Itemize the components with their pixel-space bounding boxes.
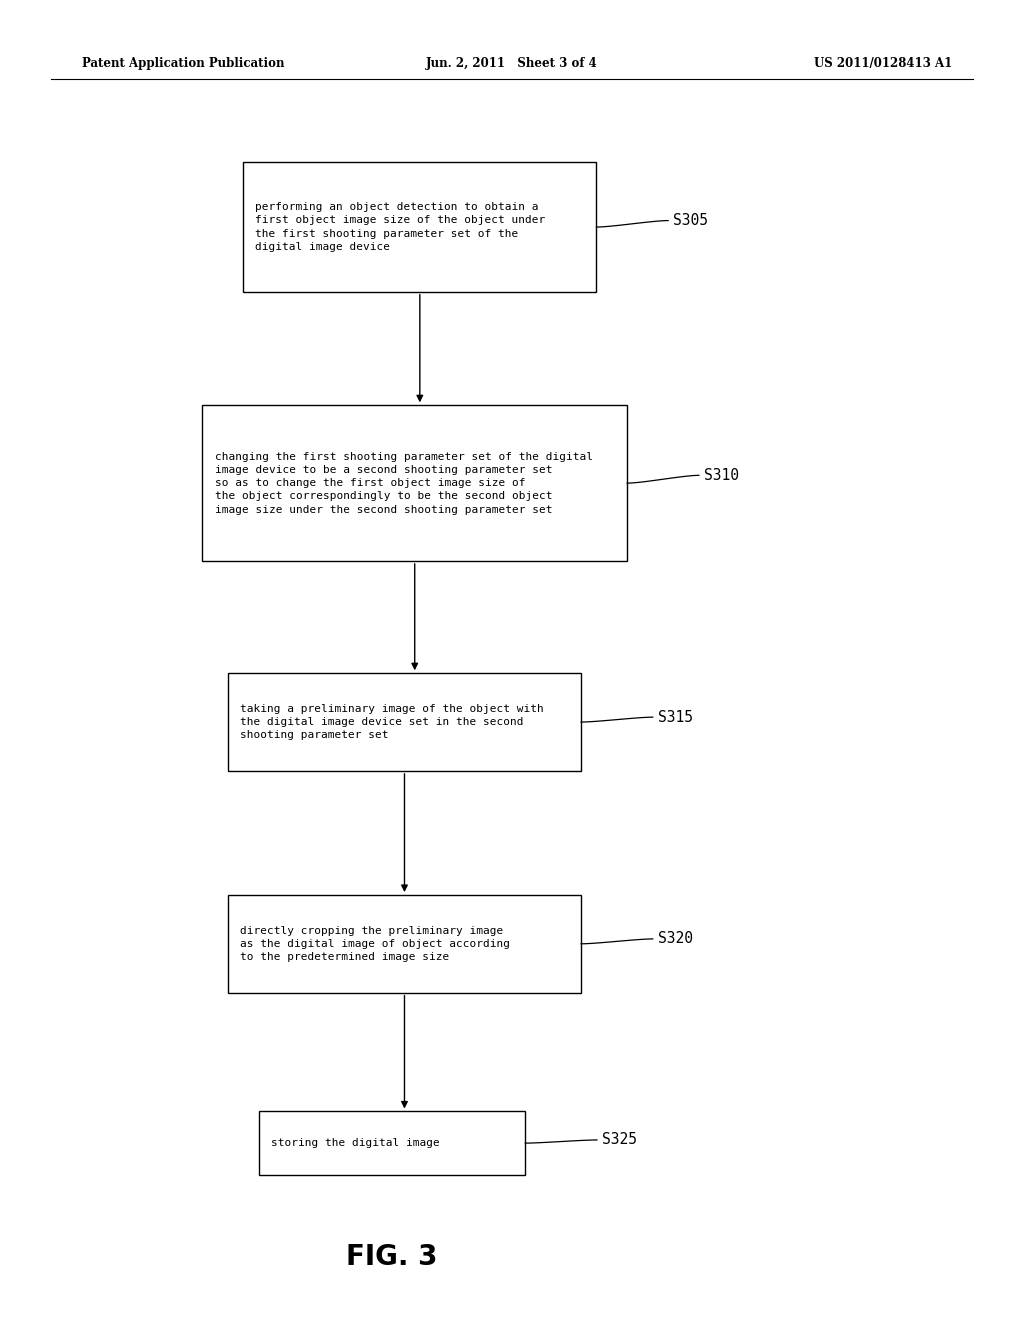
Text: US 2011/0128413 A1: US 2011/0128413 A1 xyxy=(814,57,952,70)
Text: taking a preliminary image of the object with
the digital image device set in th: taking a preliminary image of the object… xyxy=(241,704,544,741)
Text: S305: S305 xyxy=(674,213,709,228)
Text: FIG. 3: FIG. 3 xyxy=(346,1242,438,1271)
Text: S325: S325 xyxy=(602,1133,637,1147)
Text: changing the first shooting parameter set of the digital
image device to be a se: changing the first shooting parameter se… xyxy=(215,451,593,515)
Text: Jun. 2, 2011   Sheet 3 of 4: Jun. 2, 2011 Sheet 3 of 4 xyxy=(426,57,598,70)
FancyBboxPatch shape xyxy=(244,162,596,292)
Text: performing an object detection to obtain a
first object image size of the object: performing an object detection to obtain… xyxy=(256,202,546,252)
FancyBboxPatch shape xyxy=(228,673,582,771)
FancyBboxPatch shape xyxy=(203,405,627,561)
Text: directly cropping the preliminary image
as the digital image of object according: directly cropping the preliminary image … xyxy=(241,925,510,962)
Text: storing the digital image: storing the digital image xyxy=(271,1138,440,1148)
Text: S320: S320 xyxy=(657,932,693,946)
FancyBboxPatch shape xyxy=(259,1111,525,1175)
Text: S310: S310 xyxy=(705,467,739,483)
FancyBboxPatch shape xyxy=(228,895,582,993)
Text: S315: S315 xyxy=(657,710,693,725)
Text: Patent Application Publication: Patent Application Publication xyxy=(82,57,285,70)
